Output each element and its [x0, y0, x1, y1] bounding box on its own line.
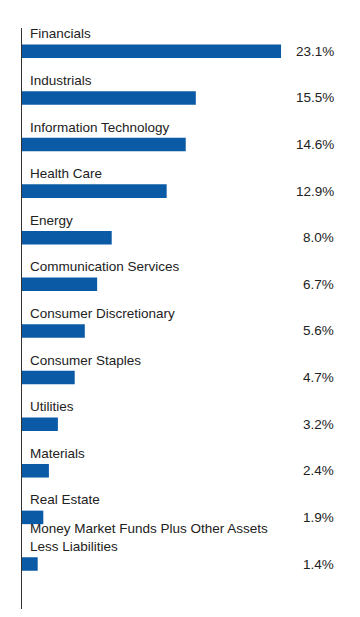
svg-text:8.0%: 8.0% — [303, 230, 334, 245]
svg-text:12.9%: 12.9% — [296, 184, 334, 199]
svg-text:Industrials: Industrials — [30, 73, 92, 88]
svg-text:Consumer Staples: Consumer Staples — [30, 353, 141, 368]
svg-text:1.4%: 1.4% — [303, 557, 334, 572]
svg-text:Information Technology: Information Technology — [30, 120, 170, 135]
svg-text:5.6%: 5.6% — [303, 323, 334, 338]
svg-text:Health Care: Health Care — [30, 166, 102, 181]
svg-text:1.9%: 1.9% — [303, 510, 334, 525]
svg-text:15.5%: 15.5% — [296, 90, 334, 105]
svg-text:6.7%: 6.7% — [303, 277, 334, 292]
svg-text:Consumer Discretionary: Consumer Discretionary — [30, 306, 175, 321]
svg-text:Energy: Energy — [30, 213, 73, 228]
svg-text:Financials: Financials — [30, 26, 91, 41]
svg-text:23.1%: 23.1% — [296, 44, 334, 59]
svg-text:14.6%: 14.6% — [296, 137, 334, 152]
svg-text:2.4%: 2.4% — [303, 463, 334, 478]
svg-text:Real Estate: Real Estate — [30, 492, 100, 507]
svg-text:Utilities: Utilities — [30, 399, 74, 414]
svg-text:Communication Services: Communication Services — [30, 259, 180, 274]
svg-text:4.7%: 4.7% — [303, 370, 334, 385]
svg-text:Materials: Materials — [30, 446, 85, 461]
svg-text:Money Market Funds Plus Other: Money Market Funds Plus Other AssetsLess… — [30, 521, 268, 554]
svg-text:3.2%: 3.2% — [303, 417, 334, 432]
